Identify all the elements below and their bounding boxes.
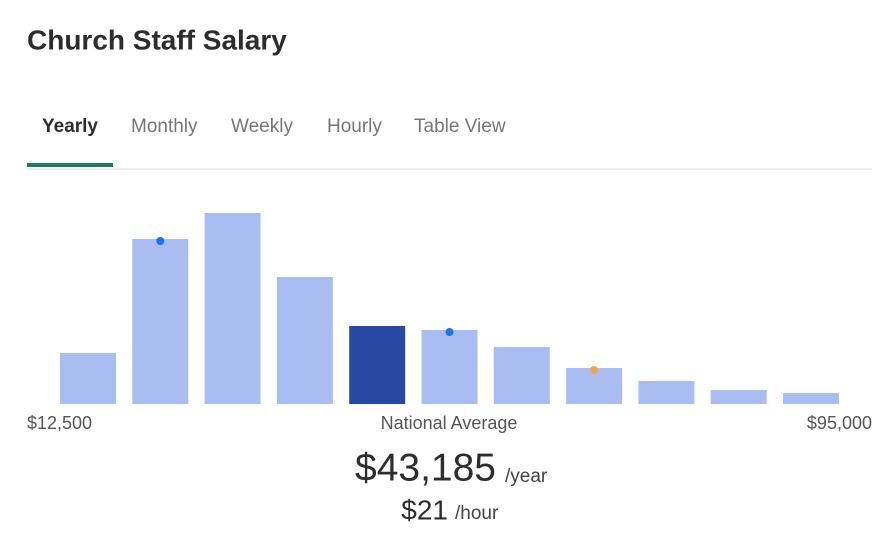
bar bbox=[204, 213, 261, 404]
bar-marker bbox=[445, 328, 454, 336]
bar bbox=[132, 239, 189, 404]
bar bbox=[60, 353, 116, 404]
x-center-label: National Average bbox=[381, 413, 518, 433]
active-tab-underline bbox=[27, 163, 113, 167]
tab[interactable]: Table View bbox=[414, 116, 506, 137]
bar bbox=[421, 330, 478, 404]
yearly-unit: /year bbox=[505, 466, 548, 487]
hourly-salary: $21 bbox=[401, 494, 448, 525]
bar bbox=[276, 277, 333, 404]
title: Church Staff Salary bbox=[27, 24, 287, 55]
tab[interactable]: Hourly bbox=[327, 116, 382, 137]
x-max-label: $95,000 bbox=[807, 413, 872, 433]
hourly-unit: /hour bbox=[455, 503, 499, 524]
x-min-label: $12,500 bbox=[27, 413, 92, 433]
yearly-salary: $43,185 bbox=[355, 446, 496, 489]
bar bbox=[349, 326, 406, 404]
tab[interactable]: Yearly bbox=[42, 116, 98, 137]
bar bbox=[493, 347, 550, 404]
tab[interactable]: Weekly bbox=[231, 116, 293, 137]
bar-marker bbox=[156, 237, 165, 245]
tab[interactable]: Monthly bbox=[131, 116, 198, 137]
bar bbox=[783, 393, 839, 404]
bar bbox=[638, 381, 695, 404]
bar-marker bbox=[590, 366, 599, 374]
bar bbox=[710, 390, 767, 404]
